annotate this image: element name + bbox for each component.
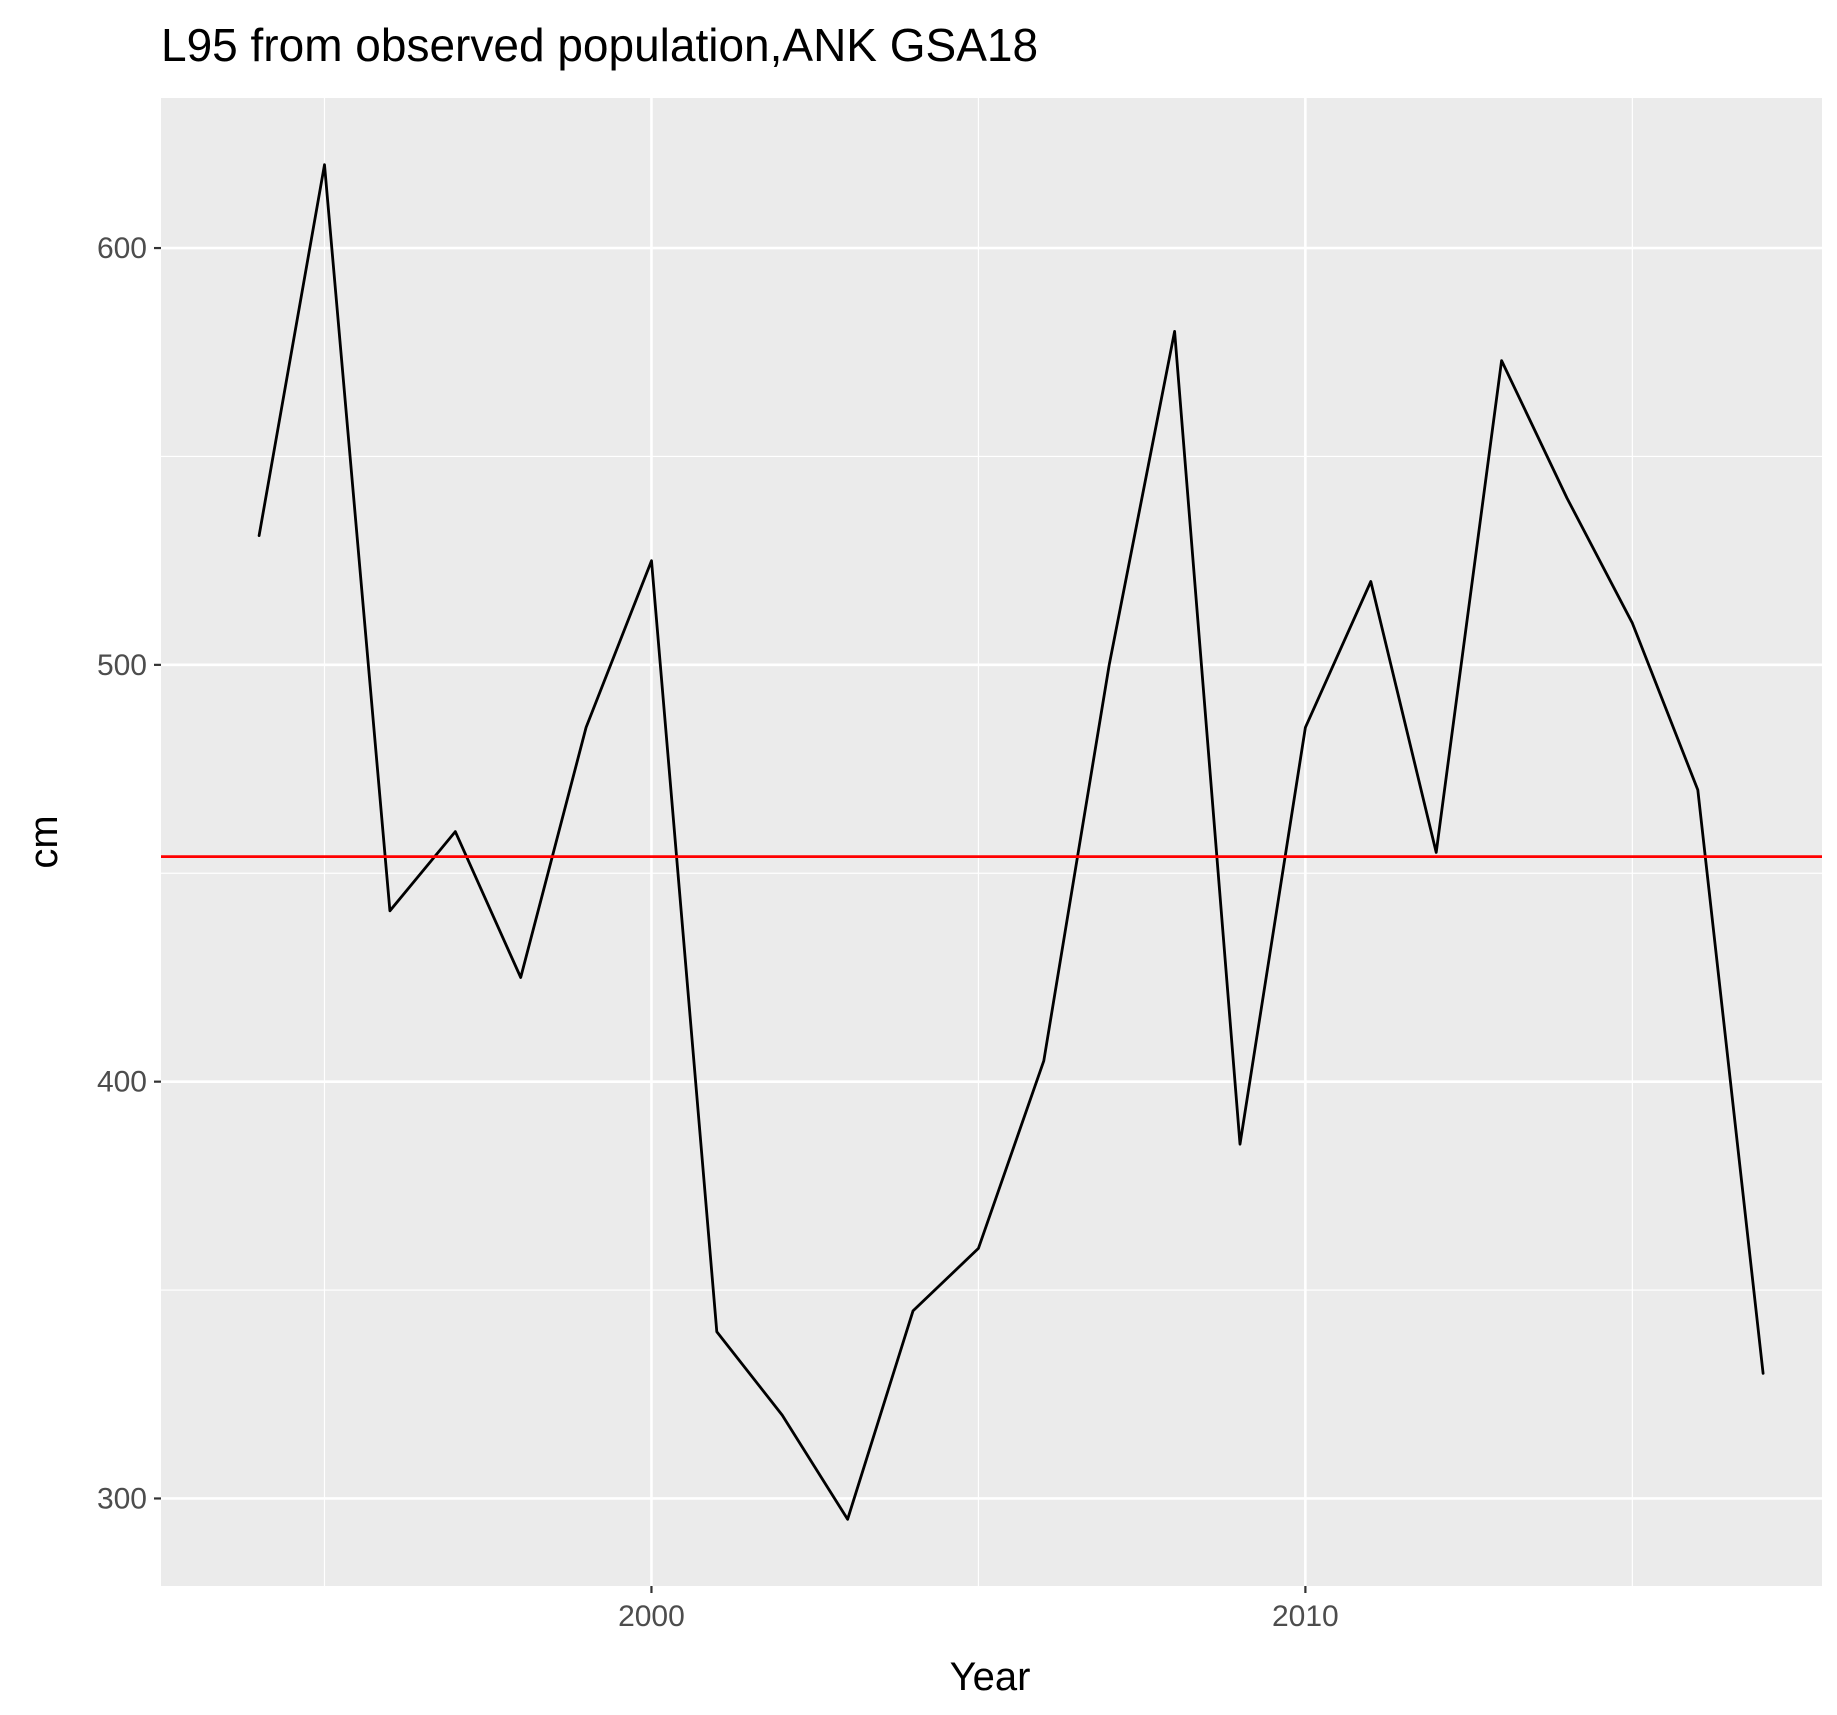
- y-axis-title: cm: [22, 815, 66, 868]
- plot-panel: [161, 98, 1822, 1586]
- y-tick-label: 500: [97, 649, 147, 682]
- data-layer: [161, 163, 1822, 1521]
- x-tick-label: 2010: [1272, 1600, 1339, 1633]
- x-axis-title: Year: [950, 1655, 1031, 1699]
- major-gridlines: [161, 98, 1822, 1586]
- y-tick-label: 600: [97, 232, 147, 265]
- y-axis: 300 400 500 600: [97, 232, 161, 1515]
- x-tick-label: 2000: [618, 1600, 685, 1633]
- x-axis: 2000 2010: [618, 1586, 1339, 1633]
- series-line: [257, 163, 1765, 1521]
- chart-title: L95 from observed population,ANK GSA18: [161, 19, 1038, 71]
- minor-gridlines: [161, 98, 1822, 1586]
- y-tick-label: 400: [97, 1066, 147, 1099]
- y-tick-label: 300: [97, 1482, 147, 1515]
